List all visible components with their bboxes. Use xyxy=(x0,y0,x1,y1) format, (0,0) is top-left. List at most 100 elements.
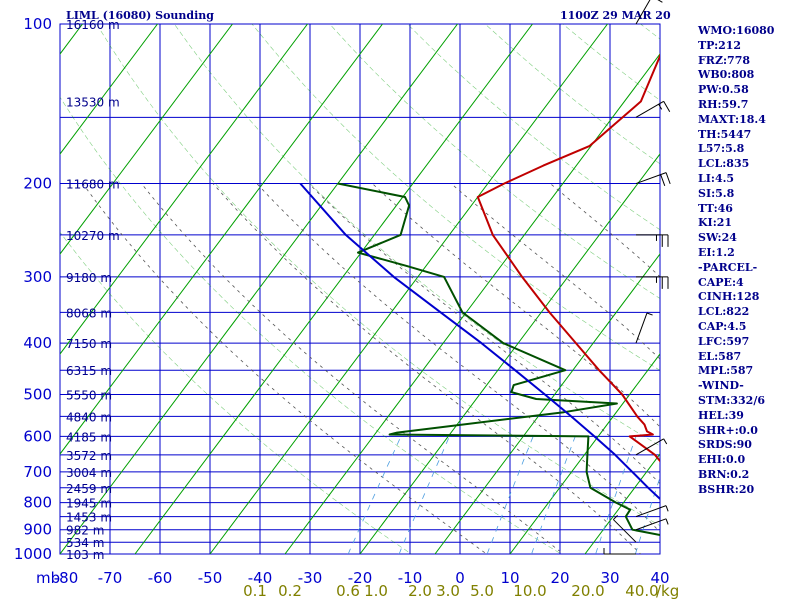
height-label: 2459 m xyxy=(66,482,112,496)
pressure-tick-label: 500 xyxy=(23,385,52,403)
index-item: LFC:597 xyxy=(698,334,750,348)
barb-flag xyxy=(665,518,669,525)
isotherm-group xyxy=(60,24,660,554)
isotherm-line xyxy=(509,353,660,554)
barb-flag xyxy=(658,103,663,110)
mixing-ratio-label: 40.0 xyxy=(625,582,658,600)
index-item: TH:5447 xyxy=(698,127,752,141)
barb-flag xyxy=(660,174,666,187)
barb-staff xyxy=(613,519,637,543)
index-item: MAXT:18.4 xyxy=(698,112,766,126)
index-item: RH:59.7 xyxy=(698,97,749,111)
index-item: WB0:808 xyxy=(698,68,755,82)
dry-adiabat xyxy=(60,96,562,554)
wind-barb xyxy=(603,548,636,555)
parcel-trace xyxy=(299,182,660,501)
isotherm-line xyxy=(60,24,308,355)
isotherm-line xyxy=(60,24,383,455)
height-label: 982 m xyxy=(66,524,104,538)
temperature-tick-label: 30 xyxy=(600,569,619,587)
mixing-ratio-label: 0.1 xyxy=(243,582,267,600)
pressure-tick-label: 900 xyxy=(23,521,52,539)
dry-adiabat xyxy=(796,24,800,565)
isotherm-line xyxy=(60,24,458,554)
temperature-tick-label: 40 xyxy=(650,569,669,587)
height-label: 11680 m xyxy=(66,178,120,192)
temperature-trace xyxy=(476,53,660,463)
temperature-tick-label: 20 xyxy=(550,569,569,587)
isotherm-line xyxy=(60,24,158,155)
mixing-ratio-line xyxy=(634,476,660,554)
moist-adiabat xyxy=(450,183,660,360)
height-label: 9180 m xyxy=(66,271,112,285)
temperature-tick-label: -10 xyxy=(398,569,423,587)
barb-flag xyxy=(663,101,671,112)
index-item: BSHR:20 xyxy=(698,482,755,496)
temperature-tick-label: -20 xyxy=(348,569,373,587)
dry-adiabat xyxy=(60,231,412,554)
moist-adiabat xyxy=(256,183,660,533)
mixing-ratio-label: 20.0 xyxy=(571,582,604,600)
height-label: 3572 m xyxy=(66,449,112,463)
profile-layer xyxy=(299,53,660,536)
dry-adiabat xyxy=(174,24,660,447)
isotherm-line xyxy=(134,24,533,554)
height-label: 1453 m xyxy=(66,511,112,525)
isotherm-line xyxy=(60,24,233,255)
temperature-tick-label: -50 xyxy=(198,569,223,587)
wind-barb xyxy=(636,234,669,247)
index-item: WMO:16080 xyxy=(698,24,775,37)
wind-barb xyxy=(635,100,671,118)
index-item: STM:332/6 xyxy=(698,393,765,407)
pressure-tick-label: 1000 xyxy=(14,545,52,563)
index-item: PW:0.58 xyxy=(698,83,749,97)
mixing-ratio-line xyxy=(347,436,402,554)
barb-flag xyxy=(665,172,671,185)
mixing-ratio-label: 0.6 xyxy=(336,582,360,600)
index-item: HEL:39 xyxy=(698,408,744,422)
pressure-tick-label: 200 xyxy=(23,175,52,193)
index-item: CAPE:4 xyxy=(698,275,744,289)
mixing-ratio-unit: /kg xyxy=(656,582,679,600)
temperature-tick-label: 0 xyxy=(455,569,465,587)
temperature-tick-label: -60 xyxy=(148,569,173,587)
height-label: 6315 m xyxy=(66,364,112,378)
index-item: TT:46 xyxy=(698,201,733,215)
moist-adiabat xyxy=(372,183,660,428)
index-item: EL:587 xyxy=(698,349,742,363)
barb-flag xyxy=(646,312,653,316)
grid-layer xyxy=(59,23,661,555)
height-label: 5550 m xyxy=(66,388,112,402)
isotherm-line xyxy=(359,153,660,554)
pressure-tick-label: 800 xyxy=(23,494,52,512)
height-label: 3004 m xyxy=(66,466,112,480)
index-item: MPL:587 xyxy=(698,364,754,378)
wind-barb xyxy=(635,312,653,344)
index-item: FRZ:778 xyxy=(698,53,751,67)
index-item: -PARCEL- xyxy=(698,260,758,274)
dry-adiabat xyxy=(96,24,660,527)
moist-adiabat xyxy=(212,183,642,554)
pressure-tick-label: 300 xyxy=(23,268,52,286)
height-label: 13530 m xyxy=(66,95,120,109)
mixing-ratio-label: 0.2 xyxy=(278,582,302,600)
moist-adiabat xyxy=(82,183,488,554)
index-item: SI:5.8 xyxy=(698,186,735,200)
wind-barb xyxy=(635,438,668,456)
moist-adiabat xyxy=(788,184,800,566)
index-item: L57:5.8 xyxy=(698,142,745,156)
dewpoint-trace xyxy=(337,182,660,536)
mixing-ratio-label: 5.0 xyxy=(470,582,494,600)
mixing-ratio-label: 2.0 xyxy=(408,582,432,600)
barb-staff xyxy=(635,505,667,518)
temperature-tick-label: -70 xyxy=(98,569,123,587)
height-label: 534 m xyxy=(66,536,104,550)
index-item: EI:1.2 xyxy=(698,245,735,259)
index-item: KI:21 xyxy=(698,216,733,230)
barb-staff xyxy=(635,312,648,344)
index-item: BRN:0.2 xyxy=(698,467,750,481)
mixing-ratio-label: 1.0 xyxy=(364,582,388,600)
pressure-tick-label: 100 xyxy=(23,15,52,33)
wind-barb xyxy=(636,276,669,289)
